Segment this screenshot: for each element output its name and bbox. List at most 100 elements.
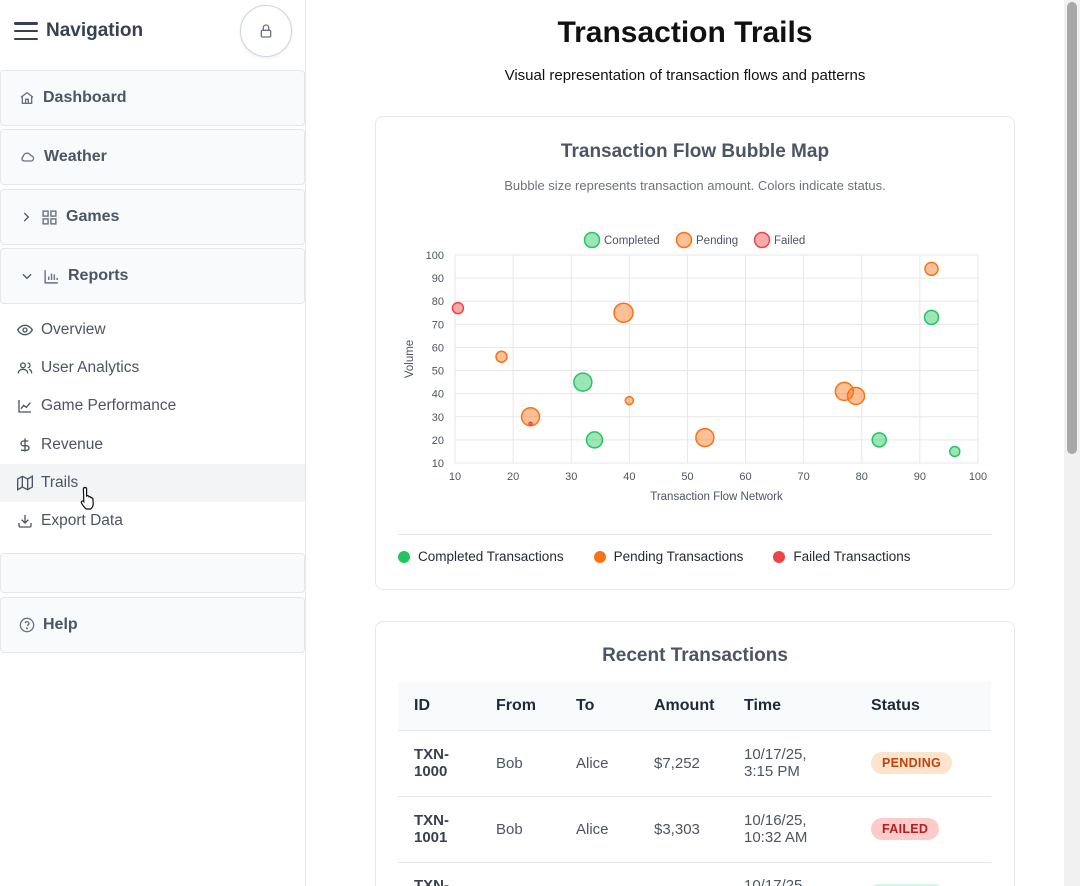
col-id[interactable]: ID: [398, 682, 480, 731]
sidebar-item-game-performance[interactable]: Game Performance: [0, 387, 305, 425]
sidebar-title: Navigation: [46, 20, 144, 41]
sidebar-item-label: Export Data: [41, 512, 123, 529]
x-tick-label: 10: [449, 471, 461, 483]
x-tick-label: 40: [623, 471, 635, 483]
table-header-row: ID From To Amount Time Status: [398, 682, 991, 731]
bubble-completed: [949, 445, 961, 458]
cell-to: Alice: [560, 730, 638, 797]
cell-id: TXN- 1000: [398, 730, 480, 797]
col-from[interactable]: From: [480, 682, 560, 731]
cell-from: [480, 862, 560, 886]
legend-pending: Pending Transactions: [593, 549, 744, 564]
bubble-failed: [528, 421, 533, 426]
bubble-pending: [924, 261, 939, 277]
legend-dot-failed: [773, 550, 786, 563]
chevron-right-icon: [23, 212, 30, 222]
legend-marker-pending: [675, 231, 693, 249]
page-scrollbar[interactable]: [1064, 0, 1080, 886]
sidebar-item-label: Games: [66, 208, 120, 225]
download-icon: [18, 515, 32, 528]
hamburger-menu-icon[interactable]: [14, 22, 38, 40]
bubble-card-subtitle: Bubble size represents transaction amoun…: [504, 178, 886, 193]
table-row[interactable]: TXN- 1000 Bob Alice $7,252 10/17/25, 3:15 …: [398, 730, 991, 797]
bubble-pending: [495, 350, 508, 363]
sidebar-header: Navigation: [0, 0, 305, 62]
x-tick-label: 50: [681, 471, 693, 483]
bubble-failed: [451, 301, 465, 315]
legend-label-pending: Pending: [696, 235, 738, 247]
lock-icon: [260, 24, 272, 38]
bubble-completed: [871, 432, 887, 448]
sidebar-item-export-data[interactable]: Export Data: [0, 502, 305, 540]
sidebar-item-label: Revenue: [41, 436, 104, 453]
sidebar-empty-section: [0, 553, 305, 593]
col-status[interactable]: Status: [855, 682, 991, 731]
trend-icon: [18, 400, 31, 413]
y-tick-label: 100: [426, 250, 444, 262]
cell-from: Bob: [480, 730, 560, 797]
sidebar-item-label: Weather: [44, 148, 107, 165]
scrollbar-thumb[interactable]: [1067, 2, 1077, 454]
x-tick-label: 70: [798, 471, 810, 483]
legend-failed: Failed Transactions: [773, 549, 910, 564]
sidebar-item-label: User Analytics: [41, 359, 140, 376]
x-tick-label: 20: [507, 471, 519, 483]
status-badge: FAILED: [871, 818, 940, 840]
legend-marker-failed: [753, 231, 771, 249]
cell-amount: [638, 862, 728, 886]
sidebar-item-overview[interactable]: Overview: [0, 311, 305, 349]
page-title: Transaction Trails: [557, 16, 813, 49]
y-axis-label: Volume: [404, 340, 416, 378]
y-tick-label: 10: [432, 458, 444, 470]
col-to[interactable]: To: [560, 682, 638, 731]
eye-icon: [17, 324, 33, 336]
sidebar-item-label: Overview: [41, 321, 106, 338]
cell-status: FAILED: [855, 796, 991, 863]
bubble-pending: [624, 395, 635, 406]
users-icon: [17, 362, 33, 374]
sidebar-item-dashboard[interactable]: Dashboard: [0, 70, 305, 126]
sidebar-item-user-analytics[interactable]: User Analytics: [0, 349, 305, 387]
sidebar-item-games[interactable]: Games: [0, 189, 305, 245]
bubble-map-card: Transaction Flow Bubble Map Bubble size …: [375, 116, 1015, 590]
y-tick-label: 90: [432, 273, 444, 285]
sidebar-item-weather[interactable]: Weather: [0, 129, 305, 185]
legend-label: Completed Transactions: [418, 549, 564, 564]
legend-dot-pending: [593, 550, 606, 563]
cell-status: [855, 862, 991, 886]
y-tick-label: 80: [432, 296, 444, 308]
sidebar-item-trails[interactable]: Trails: [0, 464, 305, 502]
recent-transactions-card: Recent Transactions ID From To Amount Ti…: [375, 621, 1015, 886]
sidebar-item-label: Dashboard: [43, 89, 127, 106]
sidebar-item-revenue[interactable]: Revenue: [0, 426, 305, 464]
cell-time: 10/17/25: [728, 862, 855, 886]
cloud-icon: [21, 152, 35, 162]
x-axis-label: Transaction Flow Network: [650, 491, 783, 503]
divider: [398, 534, 992, 535]
bubble-pending: [846, 386, 866, 406]
bubble-pending: [695, 427, 715, 448]
sidebar-item-reports[interactable]: Reports: [0, 248, 305, 304]
cell-id: TXN-: [398, 862, 480, 886]
cell-id: TXN- 1001: [398, 796, 480, 863]
bubble-pending: [613, 302, 634, 324]
bubble-completed: [573, 372, 593, 392]
sidebar-item-label: Trails: [41, 474, 79, 491]
legend-label: Pending Transactions: [613, 549, 744, 564]
x-tick-label: 80: [856, 471, 868, 483]
cell-status: PENDING: [855, 730, 991, 797]
table-row[interactable]: TXN- 10/17/25: [398, 862, 991, 886]
col-time[interactable]: Time: [728, 682, 855, 731]
dollar-icon: [20, 438, 30, 452]
cell-time: 10/17/25, 3:15 PM: [728, 730, 855, 797]
bubble-completed: [585, 431, 604, 449]
sidebar-item-label: Help: [43, 616, 78, 633]
x-tick-label: 100: [969, 471, 987, 483]
table-row[interactable]: TXN- 1001 Bob Alice $3,303 10/16/25, 10:32…: [398, 796, 991, 863]
sidebar-item-help[interactable]: Help: [0, 597, 305, 653]
cell-from: Bob: [480, 796, 560, 863]
cell-amount: $7,252: [638, 730, 728, 797]
col-amount[interactable]: Amount: [638, 682, 728, 731]
lock-button[interactable]: [240, 5, 292, 57]
bubble-card-title: Transaction Flow Bubble Map: [560, 141, 830, 162]
